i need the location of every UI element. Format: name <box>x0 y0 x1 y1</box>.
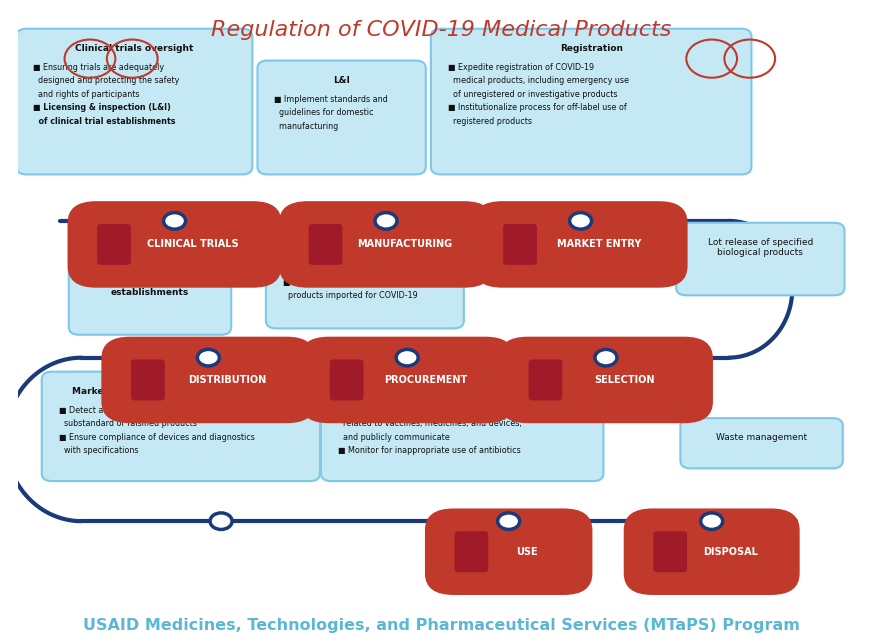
Text: related to vaccines, medicines, and devices;: related to vaccines, medicines, and devi… <box>338 419 522 428</box>
Text: USAID Medicines, Technologies, and Pharmaceutical Services (MTaPS) Program: USAID Medicines, Technologies, and Pharm… <box>83 617 799 633</box>
FancyBboxPatch shape <box>97 224 131 265</box>
Text: designed and protecting the safety: designed and protecting the safety <box>34 77 180 86</box>
FancyBboxPatch shape <box>430 29 751 174</box>
Text: ■ Monitor for inappropriate use of antibiotics: ■ Monitor for inappropriate use of antib… <box>338 446 520 455</box>
FancyBboxPatch shape <box>309 224 342 265</box>
FancyBboxPatch shape <box>425 509 593 595</box>
FancyBboxPatch shape <box>17 29 252 174</box>
Text: ■ Implement standards and: ■ Implement standards and <box>274 95 388 104</box>
Text: ■ Licensing & inspection (L&I): ■ Licensing & inspection (L&I) <box>34 103 171 112</box>
Circle shape <box>198 350 220 366</box>
Text: ■ Ensure compliance of devices and diagnostics: ■ Ensure compliance of devices and diagn… <box>59 433 255 442</box>
Text: CLINICAL TRIALS: CLINICAL TRIALS <box>147 240 239 249</box>
Text: Waste management: Waste management <box>716 433 807 442</box>
Text: Registration: Registration <box>560 44 623 53</box>
FancyBboxPatch shape <box>503 224 537 265</box>
Text: Import control: Import control <box>328 258 401 268</box>
Text: Regulation of COVID-19 Medical Products: Regulation of COVID-19 Medical Products <box>211 20 671 40</box>
FancyBboxPatch shape <box>258 61 426 174</box>
Text: ■ Detect and prevent the circulation of: ■ Detect and prevent the circulation of <box>59 406 218 415</box>
Text: with specifications: with specifications <box>59 446 138 455</box>
Text: SELECTION: SELECTION <box>594 375 654 385</box>
Circle shape <box>163 213 185 229</box>
Text: medical products, including emergency use: medical products, including emergency us… <box>448 77 629 86</box>
FancyBboxPatch shape <box>499 337 713 423</box>
Circle shape <box>497 513 519 530</box>
Circle shape <box>396 350 418 366</box>
Text: and rights of participants: and rights of participants <box>34 90 139 99</box>
Circle shape <box>595 350 617 366</box>
FancyBboxPatch shape <box>528 360 563 401</box>
Text: of unregistered or investigative products: of unregistered or investigative product… <box>448 90 617 99</box>
Circle shape <box>375 213 397 229</box>
Circle shape <box>210 513 232 530</box>
FancyBboxPatch shape <box>321 372 603 481</box>
Text: and publicly communicate: and publicly communicate <box>338 433 450 442</box>
FancyBboxPatch shape <box>624 509 800 595</box>
FancyBboxPatch shape <box>101 337 316 423</box>
FancyBboxPatch shape <box>474 201 688 288</box>
FancyBboxPatch shape <box>68 201 281 288</box>
Text: DISTRIBUTION: DISTRIBUTION <box>188 375 266 385</box>
Text: Clinical trials oversight: Clinical trials oversight <box>75 44 193 53</box>
FancyBboxPatch shape <box>454 531 489 572</box>
Text: ■ Ensuring trials are adequately: ■ Ensuring trials are adequately <box>34 63 164 72</box>
Text: of clinical trial establishments: of clinical trial establishments <box>34 116 176 125</box>
FancyBboxPatch shape <box>680 418 843 468</box>
Text: Market surveillance and laboratory testing: Market surveillance and laboratory testi… <box>71 387 290 396</box>
Text: Lot release of specified
biological products: Lot release of specified biological prod… <box>707 238 813 258</box>
Text: substandard or falsified products: substandard or falsified products <box>59 419 197 428</box>
Text: manufacturing: manufacturing <box>274 121 339 130</box>
FancyBboxPatch shape <box>279 201 493 288</box>
Text: products imported for COVID-19: products imported for COVID-19 <box>283 291 417 300</box>
FancyBboxPatch shape <box>41 372 320 481</box>
Text: Vigilance: Vigilance <box>438 387 485 396</box>
Text: PROCUREMENT: PROCUREMENT <box>385 375 467 385</box>
Text: L&I: L&I <box>333 76 350 85</box>
Text: USE: USE <box>517 547 538 557</box>
Text: L&I of supply chain
establishments: L&I of supply chain establishments <box>101 277 198 297</box>
Text: ■ Detect and respond to adverse events: ■ Detect and respond to adverse events <box>338 406 503 415</box>
Text: MARKET ENTRY: MARKET ENTRY <box>557 240 641 249</box>
Text: ■ Institutionalize process for off-label use of: ■ Institutionalize process for off-label… <box>448 103 626 112</box>
Text: MANUFACTURING: MANUFACTURING <box>357 240 452 249</box>
FancyBboxPatch shape <box>300 337 514 423</box>
FancyBboxPatch shape <box>330 360 363 401</box>
Text: DISPOSAL: DISPOSAL <box>703 547 758 557</box>
FancyBboxPatch shape <box>131 360 165 401</box>
FancyBboxPatch shape <box>676 223 844 295</box>
Circle shape <box>570 213 592 229</box>
Text: guidelines for domestic: guidelines for domestic <box>274 108 374 118</box>
FancyBboxPatch shape <box>654 531 687 572</box>
Circle shape <box>700 513 722 530</box>
Text: ■ Expedite registration of COVID-19: ■ Expedite registration of COVID-19 <box>448 63 594 72</box>
FancyBboxPatch shape <box>265 243 464 328</box>
Text: ■ Expedite processing of medical: ■ Expedite processing of medical <box>283 277 419 286</box>
Text: registered products: registered products <box>448 116 532 125</box>
FancyBboxPatch shape <box>69 262 231 335</box>
